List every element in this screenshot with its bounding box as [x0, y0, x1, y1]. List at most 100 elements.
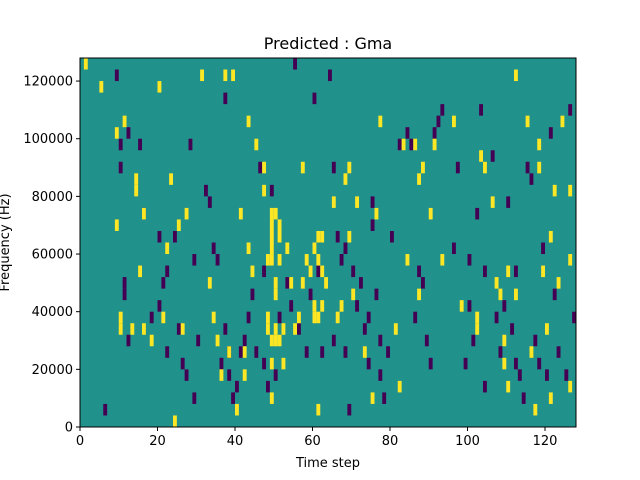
heatmap-cell-low — [250, 288, 255, 301]
heatmap-cell-high — [393, 323, 398, 335]
heatmap-cell-high — [514, 288, 518, 301]
heatmap-cell-high — [223, 69, 228, 82]
heatmap-cell-high — [397, 380, 402, 393]
heatmap-cell-high — [548, 392, 553, 404]
heatmap-cell-low — [452, 242, 456, 255]
heatmap-cell-high — [533, 403, 538, 416]
heatmap-cell-high — [269, 392, 274, 404]
heatmap-cell-low — [498, 346, 503, 358]
heatmap-cell-high — [316, 230, 321, 243]
heatmap-cell-low — [556, 346, 561, 358]
heatmap-cell-low — [320, 346, 325, 358]
heatmap-cell-high — [304, 254, 309, 266]
heatmap-cell-high — [374, 207, 379, 220]
heatmap-cell-low — [397, 138, 402, 151]
heatmap-cell-high — [122, 115, 127, 128]
heatmap-cell-low — [533, 334, 538, 347]
heatmap-cell-low — [428, 357, 433, 370]
heatmap-cell-high — [266, 254, 270, 266]
heatmap-cell-low — [103, 403, 108, 416]
heatmap-cell-low — [157, 300, 162, 312]
plot-frame — [79, 57, 577, 428]
heatmap-cell-low — [246, 311, 251, 324]
heatmap-cell-high — [347, 230, 352, 243]
plot-area — [79, 57, 577, 428]
heatmap-cell-low — [494, 311, 499, 324]
heatmap-cell-low — [289, 300, 294, 312]
heatmap-cell-high — [277, 254, 282, 266]
heatmap-cell-low — [227, 369, 232, 381]
heatmap-cell-high — [316, 254, 321, 266]
heatmap-cell-high — [169, 173, 174, 185]
heatmap-cell-high — [176, 219, 181, 231]
heatmap-cell-low — [277, 311, 282, 324]
heatmap-cell-high — [281, 323, 286, 335]
heatmap-cell-low — [304, 346, 309, 358]
heatmap-cell-high — [266, 323, 270, 335]
heatmap-cell-high — [246, 115, 251, 128]
heatmap-cell-high — [560, 115, 565, 128]
heatmap-cell-low — [176, 323, 181, 335]
heatmap-cell-low — [238, 346, 243, 358]
heatmap-cell-high — [432, 138, 437, 151]
heatmap-cell-high — [250, 265, 255, 278]
heatmap-cell-low — [293, 58, 298, 70]
heatmap-cell-low — [204, 184, 208, 197]
heatmap-cell-high — [300, 161, 305, 174]
heatmap-cell-high — [537, 138, 542, 151]
heatmap-cell-low — [471, 334, 476, 347]
heatmap-cell-high — [490, 196, 495, 208]
heatmap-cell-low — [114, 69, 119, 82]
heatmap-cell-low — [273, 369, 278, 381]
heatmap-cell-high — [320, 230, 325, 243]
heatmap-cell-low — [529, 173, 534, 185]
heatmap-cell-low — [335, 230, 340, 243]
heatmap-cell-high — [157, 81, 162, 93]
heatmap-cell-low — [192, 254, 197, 266]
heatmap-cell-low — [343, 242, 348, 255]
heatmap-cell-high — [347, 161, 352, 174]
heatmap-cell-high — [269, 242, 274, 255]
heatmap-cell-high — [525, 115, 530, 128]
heatmap-cell-high — [269, 254, 274, 266]
heatmap-cell-low — [502, 300, 507, 312]
heatmap-cell-low — [514, 357, 518, 370]
heatmap-cell-low — [382, 392, 387, 404]
heatmap-cell-high — [285, 242, 290, 255]
x-tick-label: 20 — [149, 434, 166, 449]
x-axis: 0 20 40 60 80 100 120 — [76, 427, 557, 449]
heatmap-cell-high — [118, 323, 123, 335]
heatmap-cell-low — [122, 288, 127, 301]
heatmap-cell-high — [83, 58, 88, 70]
heatmap-cell-high — [277, 230, 282, 243]
heatmap-cell-high — [165, 242, 170, 255]
heatmap-cell-low — [219, 357, 224, 370]
heatmap-cell-low — [355, 300, 360, 312]
y-tick-label: 80000 — [32, 190, 73, 205]
heatmap-cell-low — [192, 392, 197, 404]
heatmap-cell-high — [413, 138, 418, 151]
heatmap-cell-high — [273, 334, 278, 347]
heatmap-cell-high — [428, 207, 433, 220]
heatmap-cell-low — [564, 369, 569, 381]
heatmap-cell-low — [463, 357, 468, 370]
heatmap-cell-high — [231, 69, 236, 82]
heatmap-cell-high — [211, 311, 216, 324]
heatmap-cell-high — [494, 277, 499, 289]
heatmap-cell-low — [572, 311, 577, 324]
heatmap-cell-low — [386, 346, 391, 358]
heatmap-cell-low — [374, 288, 379, 301]
heatmap-cell-high — [138, 265, 143, 278]
heatmap-cell-low — [223, 323, 228, 335]
heatmap-cell-low — [165, 346, 170, 358]
y-axis: 0 20000 40000 60000 80000 100000 120000 — [23, 75, 80, 436]
heatmap-cell-low — [118, 161, 123, 174]
heatmap-cell-low — [196, 334, 201, 347]
heatmap-cell-high — [161, 311, 166, 324]
heatmap-cell-low — [254, 346, 259, 358]
heatmap-cell-low — [479, 104, 484, 116]
heatmap-cell-high — [475, 311, 480, 324]
heatmap-cell-high — [219, 369, 224, 381]
heatmap-cell-high — [378, 115, 383, 128]
heatmap-cell-high — [130, 323, 135, 335]
